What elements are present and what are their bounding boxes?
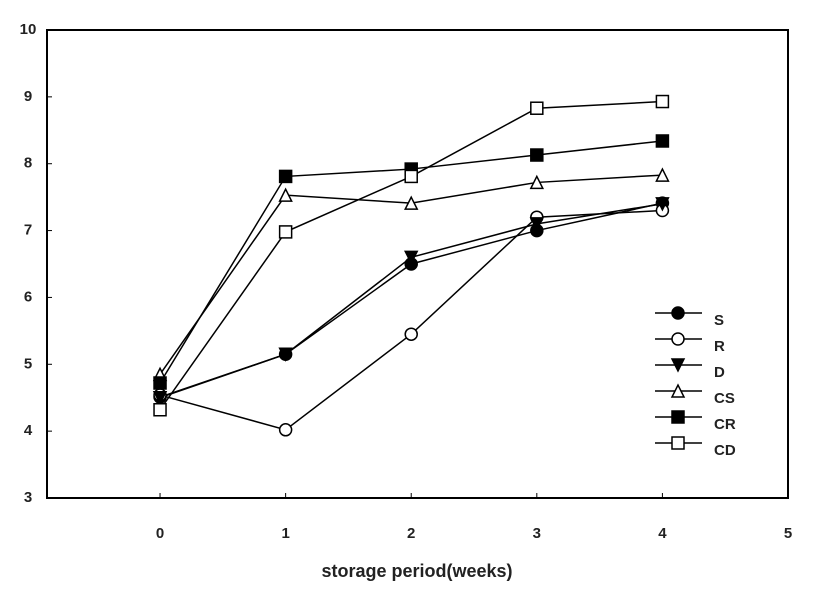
marker bbox=[153, 402, 167, 417]
marker bbox=[152, 390, 168, 406]
x-tick-label: 1 bbox=[281, 525, 289, 542]
marker bbox=[671, 410, 685, 424]
y-tick-label: 5 bbox=[24, 355, 32, 372]
x-tick-label: 3 bbox=[533, 525, 541, 542]
marker bbox=[655, 197, 670, 212]
plot-frame bbox=[46, 29, 789, 499]
marker bbox=[404, 327, 418, 341]
y-tick-label: 10 bbox=[20, 21, 37, 38]
legend-label: R bbox=[714, 338, 725, 355]
y-tick-label: 4 bbox=[24, 422, 33, 439]
series-line bbox=[159, 202, 663, 398]
y-tick-label: 6 bbox=[24, 288, 32, 305]
legend-label: CS bbox=[714, 390, 735, 407]
marker bbox=[655, 94, 670, 109]
marker bbox=[671, 436, 685, 450]
marker bbox=[278, 347, 293, 362]
marker bbox=[404, 169, 418, 184]
marker bbox=[278, 187, 293, 202]
marker bbox=[278, 225, 293, 239]
marker bbox=[404, 195, 419, 210]
marker bbox=[278, 169, 293, 184]
x-tick-label: 4 bbox=[658, 525, 667, 542]
marker bbox=[529, 217, 545, 232]
marker bbox=[670, 383, 686, 398]
legend-label: D bbox=[714, 364, 725, 381]
x-axis-label: storage period(weeks) bbox=[321, 561, 512, 581]
legend-label: CR bbox=[714, 416, 736, 433]
marker bbox=[530, 101, 544, 115]
marker bbox=[655, 167, 670, 182]
marker bbox=[655, 134, 670, 148]
y-tick-label: 8 bbox=[24, 155, 32, 172]
marker bbox=[278, 423, 293, 437]
marker bbox=[529, 174, 545, 190]
y-tick-label: 3 bbox=[24, 489, 32, 506]
marker bbox=[153, 376, 167, 390]
marker bbox=[671, 332, 685, 346]
x-tick-label: 2 bbox=[407, 525, 415, 542]
y-tick-label: 7 bbox=[24, 222, 32, 239]
marker bbox=[670, 358, 686, 373]
marker bbox=[530, 148, 544, 162]
marker bbox=[404, 250, 419, 265]
y-tick-label: 9 bbox=[24, 88, 32, 105]
x-tick-label: 0 bbox=[156, 525, 164, 542]
x-tick-label: 5 bbox=[784, 525, 792, 542]
legend-label: S bbox=[714, 312, 724, 329]
series-line bbox=[159, 209, 663, 431]
marker bbox=[671, 306, 685, 320]
legend-label: CD bbox=[714, 442, 736, 459]
series-line bbox=[159, 203, 663, 399]
